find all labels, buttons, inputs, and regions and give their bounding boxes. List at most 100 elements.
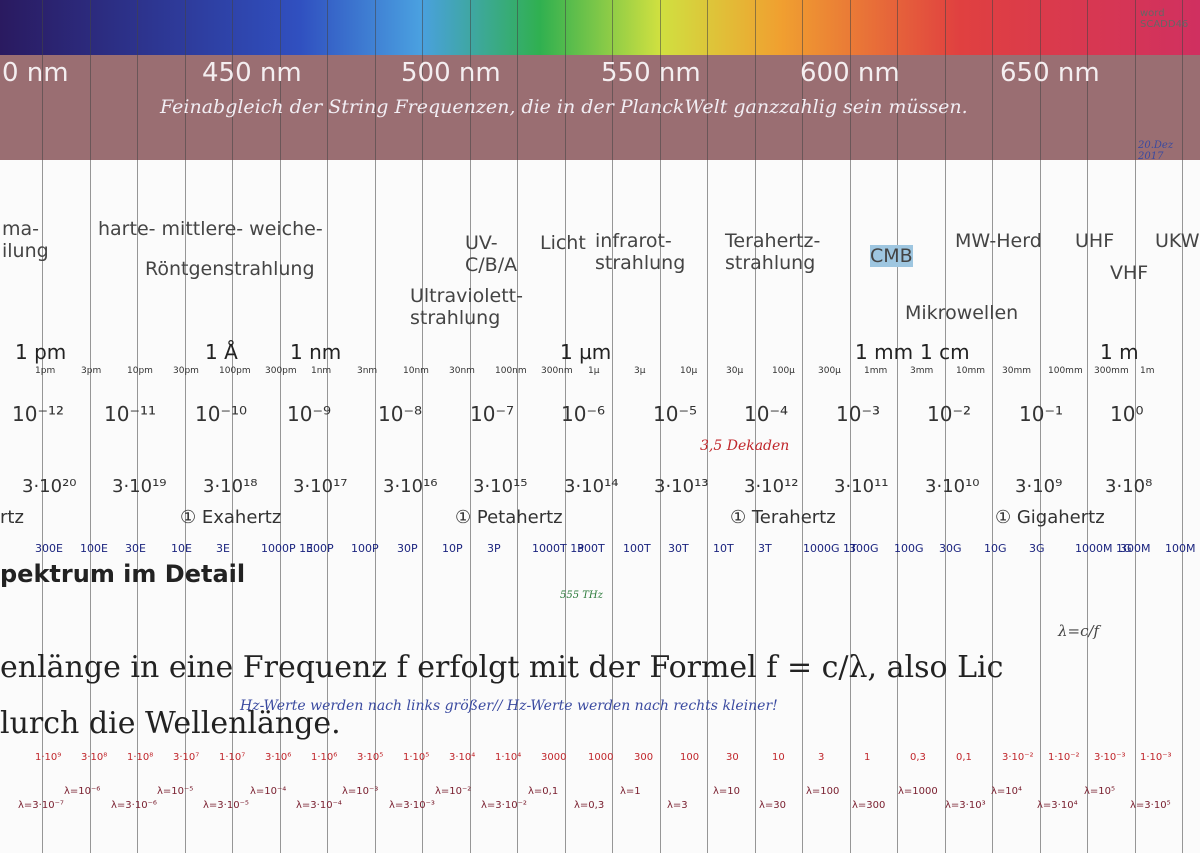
strip-label: 3E: [216, 542, 230, 555]
red-label: 1·10⁶: [311, 752, 338, 763]
rule-line: [565, 0, 566, 853]
small-label: 100mm: [1048, 366, 1083, 376]
rule-line: [992, 0, 993, 853]
strip-label: 1000P 1E: [261, 542, 314, 555]
rule-line: [90, 0, 91, 853]
small-label: 1nm: [311, 366, 332, 376]
unit-label: 1 µm: [560, 340, 612, 364]
region: UKW: [1155, 230, 1200, 252]
pow-label: 10⁻¹: [1019, 402, 1064, 426]
formula: λ=c/f: [1058, 622, 1100, 640]
lam-label: λ=3·10⁻⁵: [203, 800, 249, 811]
strip-label: 300E: [35, 542, 63, 555]
lam-label: λ=10⁻²: [435, 786, 472, 797]
region: UV- C/B/A: [465, 232, 518, 276]
red-label: 10: [772, 752, 785, 763]
region: Terahertz- strahlung: [725, 230, 821, 274]
strip-label: 3P: [487, 542, 501, 555]
lam-label: λ=1000: [898, 786, 938, 797]
red-label: 3·10⁻³: [1094, 752, 1126, 763]
nm-label: 0 nm: [2, 58, 69, 88]
rule-line: [422, 0, 423, 853]
freq-label: 3·10¹⁶: [383, 476, 438, 497]
lam-label: λ=3: [667, 800, 688, 811]
spectrum-band: [0, 55, 1200, 160]
region: UHF: [1075, 230, 1115, 252]
freq-label: 3·10¹⁵: [473, 476, 528, 497]
freq-label: 3·10¹⁷: [293, 476, 348, 497]
rule-line: [945, 0, 946, 853]
hz-label: ① Gigahertz: [995, 507, 1105, 528]
rule-line: [280, 0, 281, 853]
strip-label: 1000G 1T: [803, 542, 857, 555]
red-label: 1·10⁻²: [1048, 752, 1080, 763]
strip-label: 30T: [668, 542, 689, 555]
small-label: 30µ: [726, 366, 744, 376]
red-label: 1·10⁸: [127, 752, 154, 763]
lam-label: λ=0,1: [528, 786, 559, 797]
rule-line: [327, 0, 328, 853]
caption: Feinabgleich der String Frequenzen, die …: [160, 96, 968, 118]
red-label: 3·10⁵: [357, 752, 384, 763]
small-label: 3mm: [910, 366, 934, 376]
unit-label: 1 nm: [290, 340, 342, 364]
small-label: 1µ: [588, 366, 600, 376]
small-label: 10µ: [680, 366, 698, 376]
lam-label: λ=10⁴: [991, 786, 1023, 797]
region: MW-Herd: [955, 230, 1042, 252]
rule-line: [850, 0, 851, 853]
red-label: 1·10⁹: [35, 752, 62, 763]
lam-label: λ=3·10⁻⁴: [296, 800, 342, 811]
freq-label: 3·10¹¹: [834, 476, 889, 497]
region: CMB: [870, 245, 913, 267]
rule-line: [755, 0, 756, 853]
small-label: 300nm: [541, 366, 573, 376]
lam-label: λ=10⁵: [1084, 786, 1116, 797]
lam-label: λ=10⁻⁴: [250, 786, 287, 797]
lam-label: λ=3·10⁻²: [481, 800, 527, 811]
red-label: 1·10⁴: [495, 752, 522, 763]
small-label: 10nm: [403, 366, 429, 376]
rainbow: [0, 0, 1200, 55]
red-label: 0,1: [956, 752, 972, 763]
strip-label: 1000T 1P: [532, 542, 584, 555]
rule-line: [612, 0, 613, 853]
region: Mikrowellen: [905, 302, 1019, 324]
region: Röntgenstrahlung: [145, 258, 315, 280]
text-line: enlänge in eine Frequenz f erfolgt mit d…: [0, 650, 1004, 685]
small-label: 10mm: [956, 366, 985, 376]
freq-label: 3·10¹³: [654, 476, 709, 497]
strip-label: 300P: [306, 542, 334, 555]
strip-label: 30E: [125, 542, 146, 555]
hz-label: ① Terahertz: [730, 507, 836, 528]
small-label: 1m: [1140, 366, 1155, 376]
lam-label: λ=10⁻³: [342, 786, 379, 797]
red-label: 3·10⁴: [449, 752, 476, 763]
strip-label: 300M: [1120, 542, 1151, 555]
region: ma- ilung: [2, 218, 49, 262]
lam-label: λ=10: [713, 786, 741, 797]
lam-label: λ=3·10⁴: [1037, 800, 1078, 811]
pow-label: 10⁻⁷: [470, 402, 515, 426]
pow-label: 10⁻⁸: [378, 402, 423, 426]
rule-line: [660, 0, 661, 853]
pow-label: 10⁻⁴: [744, 402, 789, 426]
rule-line: [707, 0, 708, 853]
strip-label: 300T: [577, 542, 605, 555]
nm-label: 550 nm: [601, 58, 701, 88]
lam-label: λ=1: [620, 786, 641, 797]
small-label: 3nm: [357, 366, 378, 376]
red-label: 3000: [541, 752, 567, 763]
red-label: 1·10⁻³: [1140, 752, 1172, 763]
region: Ultraviolett- strahlung: [410, 285, 523, 329]
strip-label: 100T: [623, 542, 651, 555]
freq-label: 3·10⁹: [1015, 476, 1063, 497]
small-label: 300pm: [265, 366, 297, 376]
strip-label: 3T: [758, 542, 772, 555]
pow-label: 10⁻¹⁰: [195, 402, 248, 426]
lam-label: λ=3·10⁵: [1130, 800, 1171, 811]
strip-label: 10T: [713, 542, 734, 555]
lam-label: λ=10⁻⁶: [64, 786, 101, 797]
rule-line: [137, 0, 138, 853]
